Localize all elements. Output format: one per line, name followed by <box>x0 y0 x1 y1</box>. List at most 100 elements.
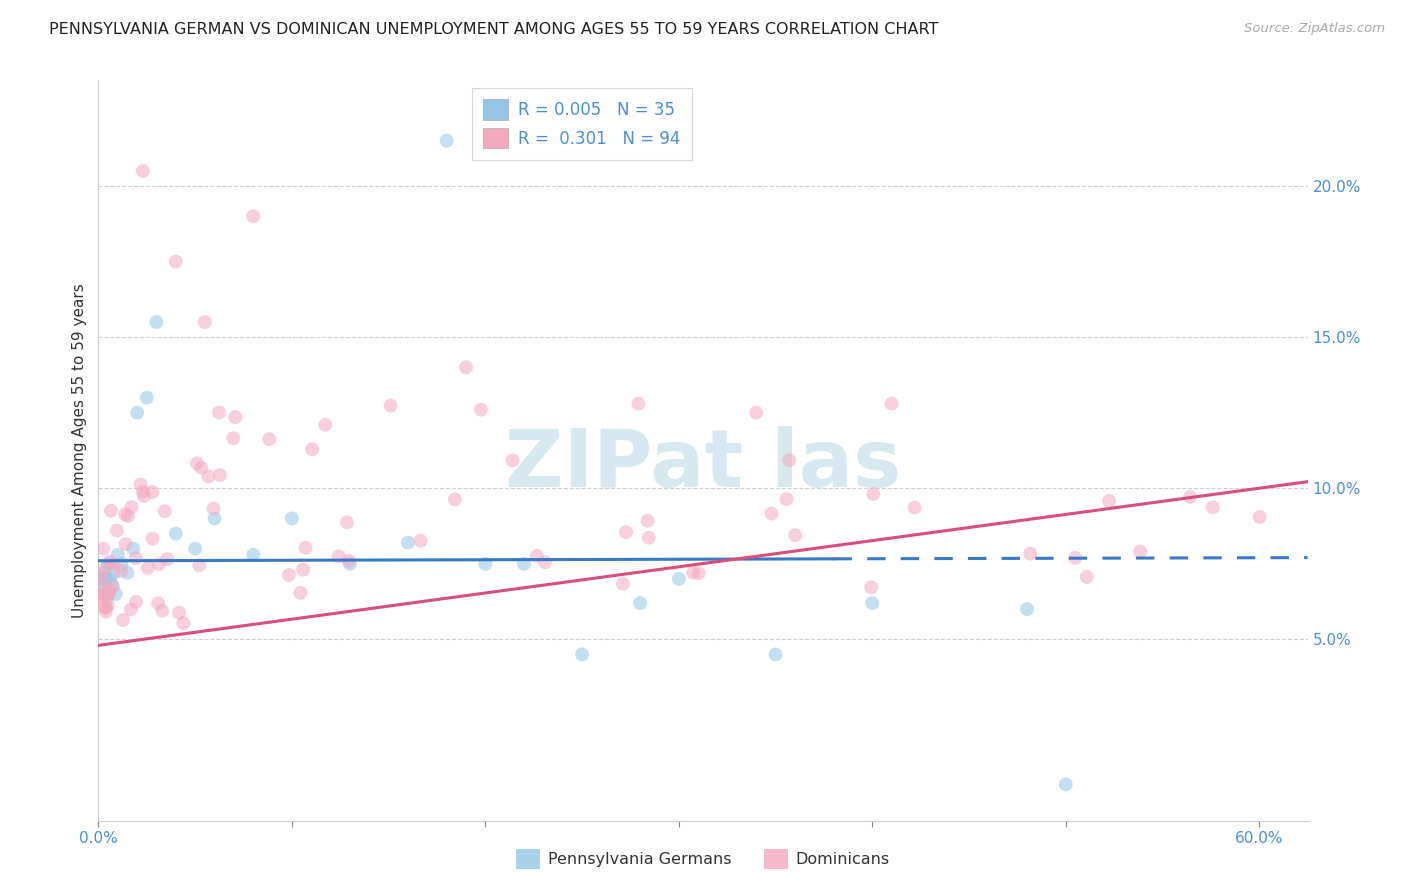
Point <box>98 554 121 568</box>
Text: PENNSYLVANIA GERMAN VS DOMINICAN UNEMPLOYMENT AMONG AGES 55 TO 59 YEARS CORRELAT: PENNSYLVANIA GERMAN VS DOMINICAN UNEMPLO… <box>49 22 939 37</box>
Point <box>1249 510 1271 524</box>
Point <box>765 648 787 662</box>
Point <box>204 511 226 525</box>
Point <box>1054 777 1077 791</box>
Point <box>775 492 797 507</box>
Point <box>778 453 800 467</box>
Text: ZIPat las: ZIPat las <box>505 426 901 504</box>
Point <box>148 558 170 572</box>
Point <box>167 606 190 620</box>
Point <box>454 360 477 375</box>
Point <box>132 489 155 503</box>
Point <box>637 531 659 545</box>
Point <box>1019 547 1042 561</box>
Point <box>94 562 117 576</box>
Point <box>314 417 336 432</box>
Point <box>571 648 593 662</box>
Point <box>612 576 634 591</box>
Point <box>281 511 304 525</box>
Point <box>90 578 112 592</box>
Point <box>513 557 536 571</box>
Point <box>104 587 127 601</box>
Point <box>301 442 323 457</box>
Point <box>470 402 492 417</box>
Point <box>294 541 316 555</box>
Point <box>105 524 128 538</box>
Point <box>339 557 361 571</box>
Point <box>101 580 124 594</box>
Point <box>637 514 659 528</box>
Point <box>668 572 690 586</box>
Point <box>257 432 280 446</box>
Y-axis label: Unemployment Among Ages 55 to 59 years: Unemployment Among Ages 55 to 59 years <box>72 283 87 618</box>
Point <box>337 554 360 568</box>
Point <box>627 396 650 410</box>
Point <box>188 558 211 573</box>
Legend: R = 0.005   N = 35, R =  0.301   N = 94: R = 0.005 N = 35, R = 0.301 N = 94 <box>472 87 692 160</box>
Point <box>1178 490 1201 504</box>
Point <box>224 410 246 425</box>
Point <box>190 460 212 475</box>
Point <box>474 557 496 571</box>
Point <box>98 572 121 586</box>
Point <box>141 532 163 546</box>
Point <box>1202 500 1225 515</box>
Point <box>785 528 807 542</box>
Point <box>172 616 194 631</box>
Point <box>208 405 231 419</box>
Point <box>94 600 117 615</box>
Text: Source: ZipAtlas.com: Source: ZipAtlas.com <box>1244 22 1385 36</box>
Point <box>156 552 179 566</box>
Point <box>880 396 903 410</box>
Point <box>100 503 122 517</box>
Point <box>114 537 136 551</box>
Point <box>1098 494 1121 508</box>
Point <box>242 209 264 223</box>
Point <box>146 596 169 610</box>
Point <box>90 590 112 604</box>
Point <box>328 549 350 564</box>
Point <box>89 591 111 605</box>
Point <box>443 492 465 507</box>
Point <box>1129 544 1152 558</box>
Point <box>107 548 129 562</box>
Point <box>862 487 884 501</box>
Point <box>761 507 783 521</box>
Point <box>904 500 927 515</box>
Point <box>91 572 114 586</box>
Point <box>121 500 143 514</box>
Point <box>93 566 115 580</box>
Point <box>135 391 157 405</box>
Point <box>96 591 118 605</box>
Legend: Pennsylvania Germans, Dominicans: Pennsylvania Germans, Dominicans <box>510 843 896 875</box>
Point <box>129 477 152 491</box>
Point <box>1064 550 1087 565</box>
Point <box>89 578 111 592</box>
Point <box>614 525 637 540</box>
Point <box>197 469 219 483</box>
Point <box>94 600 117 615</box>
Point <box>98 586 121 600</box>
Point <box>186 456 208 470</box>
Point <box>90 569 112 583</box>
Point <box>103 566 125 580</box>
Point <box>150 604 173 618</box>
Point <box>97 598 120 612</box>
Point <box>1076 570 1098 584</box>
Point <box>97 587 120 601</box>
Point <box>396 535 419 549</box>
Point <box>111 613 134 627</box>
Point <box>202 501 225 516</box>
Point <box>117 509 139 524</box>
Point <box>436 134 458 148</box>
Point <box>688 566 710 581</box>
Point <box>290 586 312 600</box>
Point <box>124 551 146 566</box>
Point <box>122 541 145 556</box>
Point <box>153 504 176 518</box>
Point <box>860 580 883 594</box>
Point <box>628 596 651 610</box>
Point <box>745 406 768 420</box>
Point <box>222 431 245 445</box>
Point <box>860 596 883 610</box>
